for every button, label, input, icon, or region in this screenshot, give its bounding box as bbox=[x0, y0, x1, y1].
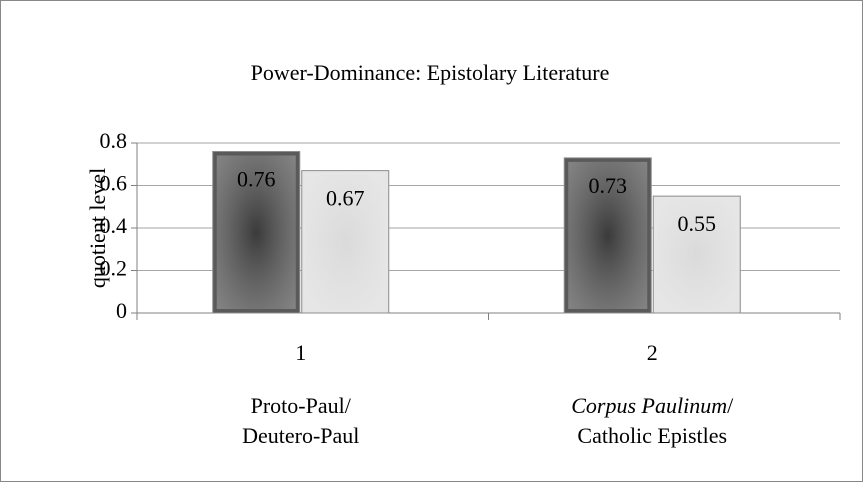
description-span: Corpus Paulinum bbox=[571, 393, 727, 418]
category-description: Corpus Paulinum/ bbox=[571, 393, 734, 418]
x-tick-label: 1 bbox=[295, 340, 306, 365]
data-label: 0.73 bbox=[589, 173, 628, 198]
x-tick-label: 2 bbox=[647, 340, 658, 365]
description-span: Deutero-Paul bbox=[242, 423, 359, 448]
data-label: 0.76 bbox=[237, 167, 276, 192]
category-description: Deutero-Paul bbox=[242, 423, 359, 448]
bar-shade bbox=[657, 200, 737, 309]
description-span: Catholic Epistles bbox=[577, 423, 727, 448]
y-axis-label: quotient level bbox=[85, 168, 110, 288]
bar-shade bbox=[216, 155, 296, 309]
chart-title: Power-Dominance: Epistolary Literature bbox=[251, 60, 610, 85]
y-tick-label: 0.4 bbox=[100, 213, 128, 238]
bar-shade bbox=[568, 161, 648, 309]
y-tick-label: 0.8 bbox=[100, 128, 128, 153]
description-span: Proto-Paul/ bbox=[251, 393, 352, 418]
category-description: Proto-Paul/ bbox=[251, 393, 352, 418]
y-tick-label: 0 bbox=[116, 298, 127, 323]
data-label: 0.55 bbox=[678, 211, 717, 236]
y-tick-label: 0.2 bbox=[100, 256, 128, 281]
category-description: Catholic Epistles bbox=[577, 423, 727, 448]
data-label: 0.67 bbox=[326, 186, 365, 211]
y-tick-label: 0.6 bbox=[100, 171, 128, 196]
bar-shade bbox=[305, 174, 385, 309]
description-span: / bbox=[727, 393, 734, 418]
